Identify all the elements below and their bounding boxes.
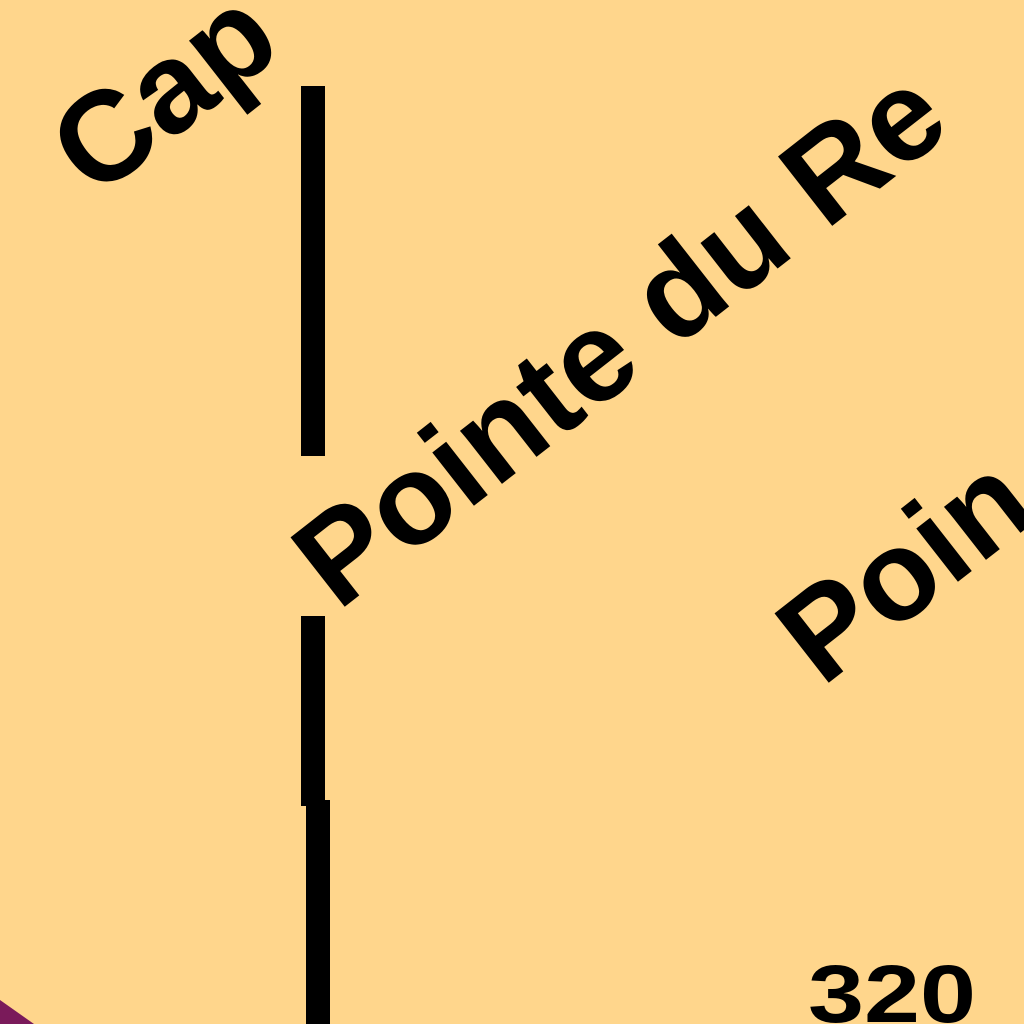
boundary-line-middle [301,616,325,806]
map-edge-corner [0,1000,34,1024]
place-label-cap[interactable]: Cap [24,0,303,222]
boundary-line [301,86,330,1024]
boundary-line-lower [306,800,330,1024]
elevation-label: 320 [808,949,976,1024]
place-label-poin[interactable]: Poin [751,427,1024,710]
boundary-line-upper [301,86,325,456]
